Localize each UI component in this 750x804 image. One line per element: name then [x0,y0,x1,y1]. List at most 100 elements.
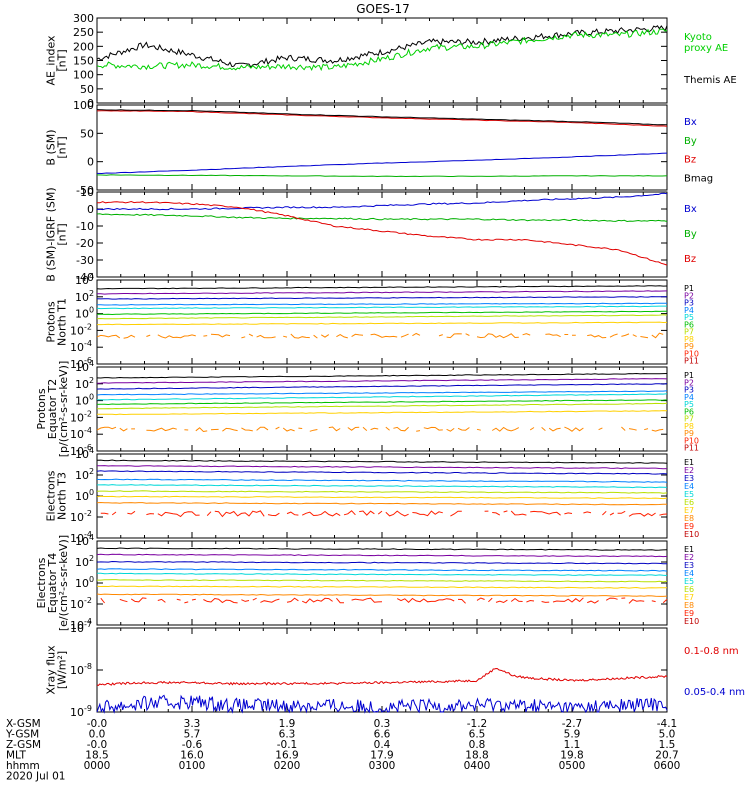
y-axis-label: B (SM) [45,129,58,165]
y-tick-label: 200 [73,40,94,53]
y-axis-label: [p/(cm²-s-sr-keV)] [57,361,70,458]
x-row-value: 0400 [464,760,491,772]
y-tick-label: 100 [75,306,94,321]
y-axis-label: Protons [35,388,48,429]
legend-entry: P7 [684,415,694,424]
y-tick-exponent: 4 [89,272,94,281]
channel-line-p6 [96,310,667,316]
x-row-value: -4.1 [657,718,678,730]
channel-line-e8 [96,593,668,597]
legend-entry: P4 [684,306,694,315]
legend-entry: E4 [684,569,694,578]
legend-entry: 0.1-0.8 nm [684,646,739,657]
series-line-dbigrf-by [96,213,668,223]
x-row-value: 6.6 [374,729,391,741]
channel-line-e4 [96,568,668,572]
x-row-value: 0.4 [374,739,391,751]
channel-line-p8 [96,410,668,416]
y-tick-exponent: -2 [84,409,92,418]
y-tick-exponent: -2 [84,509,92,518]
legend-entry: E6 [684,498,694,507]
channel-line-p1 [96,372,668,379]
x-row-label: MLT [6,750,26,762]
y-tick-label: 102 [75,467,94,482]
legend-entry: E3 [684,474,694,483]
legend-entry: P10 [684,436,699,445]
xray-long-line [96,667,668,686]
channel-line-p3 [96,383,668,390]
date-label: 2020 Jul 01 [6,771,65,783]
y-tick-exponent: -4 [84,426,92,435]
x-row-value: 6.3 [279,729,296,741]
panel-frame [96,540,668,626]
y-tick-label: 10-4 [70,426,92,441]
y-tick-label: 102 [75,289,94,304]
channel-line-p4 [97,302,667,306]
legend-entry: P1 [684,284,694,293]
x-row-value: 0.3 [374,718,391,730]
y-tick-label: 0 [87,203,94,216]
x-row-value: 6.5 [469,729,486,741]
channel-line-p7 [96,314,668,320]
channel-line-p6 [96,399,668,406]
y-tick-exponent: 4 [89,359,94,368]
channel-line-e6 [96,490,668,494]
legend-entry: By [684,229,697,240]
channel-line-e4 [96,478,668,483]
x-row-value: 0000 [84,760,111,772]
legend-entry: P8 [684,335,694,344]
x-row-value: 0500 [559,760,586,772]
y-axis-label: Protons [45,301,58,342]
y-axis-label: [nT] [56,136,69,158]
legend-entry: Bx [684,204,697,215]
y-tick-exponent: 2 [89,467,94,476]
legend-entry: Bz [684,254,696,265]
legend-entry: Themis AE [683,75,737,86]
x-row-label: hhmm [6,760,40,772]
x-row-value: -0.6 [182,739,203,751]
x-row-value: 18.8 [465,750,488,762]
x-row-value: -0.1 [277,739,298,751]
y-tick-label: 50 [80,83,94,96]
y-tick-label: 104 [75,272,94,287]
legend-entry: E8 [684,514,694,523]
x-row-label: X-GSM [6,718,41,730]
legend-entry: P1 [684,371,694,380]
legend-entry: Bmag [684,173,713,184]
channel-line-e8 [96,501,667,506]
x-row-value: 0.8 [469,739,486,751]
y-axis-label: [W/m²] [56,651,69,689]
channel-line-e7 [96,585,668,589]
y-axis-label: Xray flux [45,645,58,695]
y-tick-exponent: 0 [89,575,94,584]
y-tick-label: 102 [75,376,94,391]
y-axis-label: Equator T2 [46,379,59,439]
x-row-value: 0600 [654,760,681,772]
y-axis-label: [nT] [56,223,69,245]
x-row-value: 5.9 [564,729,581,741]
y-tick-label: -10 [76,220,94,233]
x-row-value: 1.5 [659,739,676,751]
x-row-value: -2.7 [562,718,583,730]
y-tick-label: -50 [76,184,94,197]
legend-entry: P3 [684,299,694,308]
x-row-value: 18.5 [85,750,108,762]
channel-line-e2 [96,553,668,558]
panel-frame [96,191,668,278]
y-axis-label: B (SM)-IGRF (SM) [45,187,58,281]
legend-entry: P6 [684,320,694,329]
legend-entry: P9 [684,429,694,438]
channel-line-p2 [96,290,668,295]
legend-entry: proxy AE [684,43,728,54]
y-axis-label: Electrons [45,470,58,521]
y-tick-label: 10-8 [70,662,92,677]
y-tick-exponent: 2 [89,289,94,298]
y-tick-label: 10-2 [70,322,92,337]
legend-entry: E1 [684,458,694,467]
channel-line-e9 [100,597,668,604]
legend-entry: E7 [684,593,694,602]
channel-line-e5 [97,572,668,576]
y-tick-label: -30 [76,254,94,267]
